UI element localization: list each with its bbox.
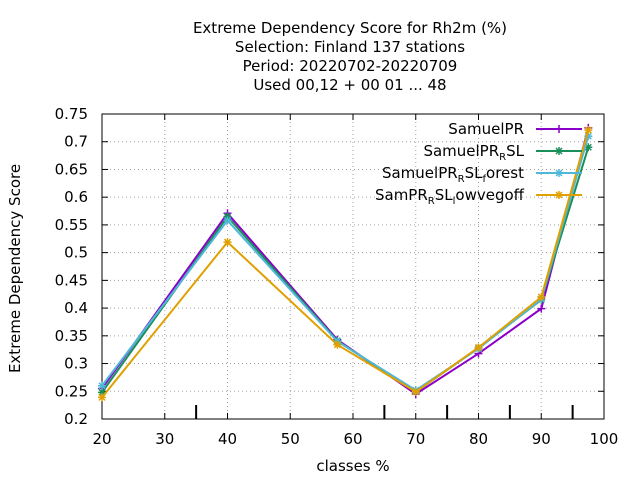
x-tick-label: 30 [155,430,174,448]
legend-entry: SamuelPRRSLforest [382,164,582,185]
y-tick-label: 0.7 [64,133,88,151]
legend-entry: SamPRRSLlowvegoff [375,186,582,207]
x-tick-label: 20 [92,430,111,448]
y-tick-label: 0.2 [64,410,88,428]
y-tick-label: 0.6 [64,188,88,206]
legend-label-part: SL [506,142,525,160]
data-point [411,387,420,396]
data-point [555,191,563,199]
y-axis-label: Extreme Dependency Score [6,164,24,373]
y-tick-label: 0.65 [55,160,88,178]
y-tick-label: 0.3 [64,355,88,373]
data-point [555,169,563,177]
series-line [101,147,590,394]
data-point [98,381,106,390]
y-tick-label: 0.45 [55,271,88,289]
data-point [584,126,593,135]
legend-label-part: R [458,174,465,185]
title-line: Selection: Finland 137 stations [235,38,465,56]
legend-label-part: f [483,174,487,185]
title-line: Used 00,12 + 00 01 ... 48 [253,76,446,94]
data-point [555,147,563,155]
data-point [537,293,546,301]
series-lines [98,123,593,402]
x-tick-label: 90 [532,430,551,448]
y-tick-label: 0.5 [64,244,88,262]
legend-entry: SamuelPR [448,120,582,138]
legend-label-part: R [428,196,435,207]
legend-label: SamPRRSLlowvegoff [375,186,525,207]
legend-entry: SamuelPRRSL [423,142,582,163]
legend-label-part: SL [435,186,454,204]
x-tick-label: 50 [281,430,300,448]
title-line: Period: 20220702-20220709 [243,57,458,75]
legend-label-part: R [499,152,506,163]
y-tick-label: 0.4 [64,299,88,317]
title-line: Extreme Dependency Score for Rh2m (%) [193,19,507,37]
x-tick-label: 80 [469,430,488,448]
x-tick-label: 40 [218,430,237,448]
data-point [223,238,232,247]
y-tick-label: 0.25 [55,382,88,400]
data-point [537,304,546,313]
chart-title: Extreme Dependency Score for Rh2m (%)Sel… [193,19,507,94]
data-point [474,343,483,352]
x-tick-label: 100 [590,430,619,448]
legend-label: SamuelPRRSLforest [382,164,524,185]
y-tick-label: 0.55 [55,216,88,234]
data-point [98,393,106,402]
y-tick-label: 0.35 [55,327,88,345]
axis-ticks: 20 30 40 50 60 70 80 90 100 0.2 0.25 0.3 0.35 0.4 0.45… [55,105,619,448]
legend: SamuelPRSamuelPRRSLSamuelPRRSLforestSamP… [375,120,582,207]
legend-label-part: SamPR [375,186,428,204]
x-tick-label: 70 [406,430,425,448]
legend-label-part: SamuelPR [423,142,499,160]
data-point [555,125,563,133]
data-point [223,216,232,225]
series-3 [98,126,593,402]
legend-label-part: SL [465,164,484,182]
legend-label-part: SamuelPR [382,164,458,182]
legend-label-part: orest [486,164,524,182]
y-tick-label: 0.75 [55,105,88,123]
grid [102,114,604,419]
x-axis-label: classes % [316,457,389,475]
x-tick-label: 60 [343,430,362,448]
legend-label-part: SamuelPR [448,120,524,138]
legend-label-part: l [453,196,456,207]
legend-label: SamuelPR [448,120,524,138]
data-point [333,340,342,349]
legend-label-part: owvegoff [455,186,524,204]
legend-label: SamuelPRRSL [423,142,524,163]
